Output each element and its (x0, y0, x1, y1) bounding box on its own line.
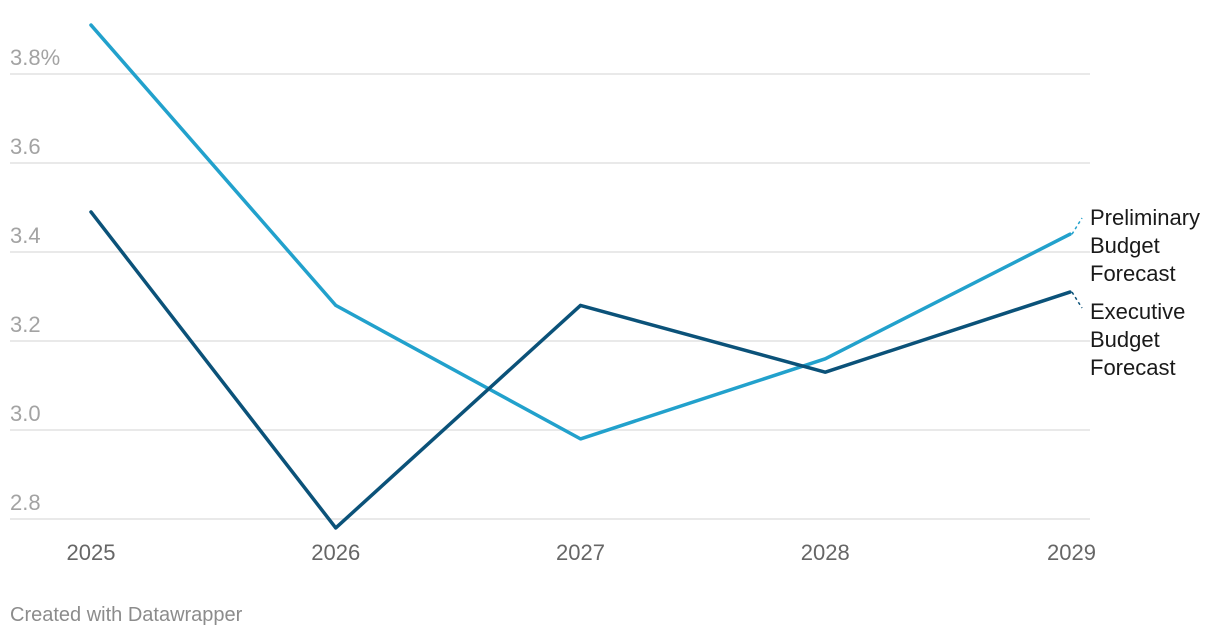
x-tick-label: 2029 (1047, 540, 1096, 565)
credit-text: Created with Datawrapper (10, 604, 243, 626)
data-point (334, 303, 338, 307)
series-line-1 (89, 210, 1072, 530)
label-leader (1071, 217, 1083, 235)
data-point (1068, 290, 1072, 294)
data-point (823, 370, 827, 374)
data-point (1068, 232, 1072, 236)
label-leader (1071, 291, 1083, 309)
data-point (823, 357, 827, 361)
gridlines (10, 73, 1090, 520)
y-tick-label: 3.8% (10, 45, 60, 70)
series-label-line: Forecast (1090, 261, 1176, 286)
x-tick-label: 2027 (556, 540, 605, 565)
series-label-line: Preliminary (1090, 205, 1200, 230)
series-label-line: Forecast (1090, 355, 1176, 380)
series-lines (89, 23, 1072, 530)
data-point (89, 23, 93, 27)
series-label-1: Executive Budget Forecast (1090, 299, 1185, 380)
x-axis-ticks: 2025 2026 2027 2028 2029 (67, 540, 1096, 565)
y-tick-label: 3.4 (10, 223, 41, 248)
y-tick-label: 2.8 (10, 490, 41, 515)
series-label-line: Budget (1090, 233, 1160, 258)
series-line-0 (89, 23, 1072, 441)
y-tick-label: 3.6 (10, 134, 41, 159)
data-point (334, 526, 338, 530)
series-label-line: Executive (1090, 299, 1185, 324)
data-point (579, 303, 582, 307)
x-tick-label: 2025 (67, 540, 116, 565)
line-chart: 3.8% 3.6 3.4 3.2 3.0 2.8 2025 2026 2027 2028 2029… (10, 23, 1200, 565)
data-point (579, 437, 582, 441)
x-tick-label: 2028 (801, 540, 850, 565)
series-label-line: Budget (1090, 327, 1160, 352)
x-tick-label: 2026 (311, 540, 360, 565)
series-label-0: Preliminary Budget Forecast (1090, 205, 1200, 286)
y-tick-label: 3.2 (10, 312, 41, 337)
y-tick-label: 3.0 (10, 401, 41, 426)
series-labels: Preliminary Budget Forecast Executive Budget… (1071, 205, 1200, 380)
y-axis-ticks: 3.8% 3.6 3.4 3.2 3.0 2.8 (10, 45, 60, 515)
data-point (89, 210, 93, 214)
